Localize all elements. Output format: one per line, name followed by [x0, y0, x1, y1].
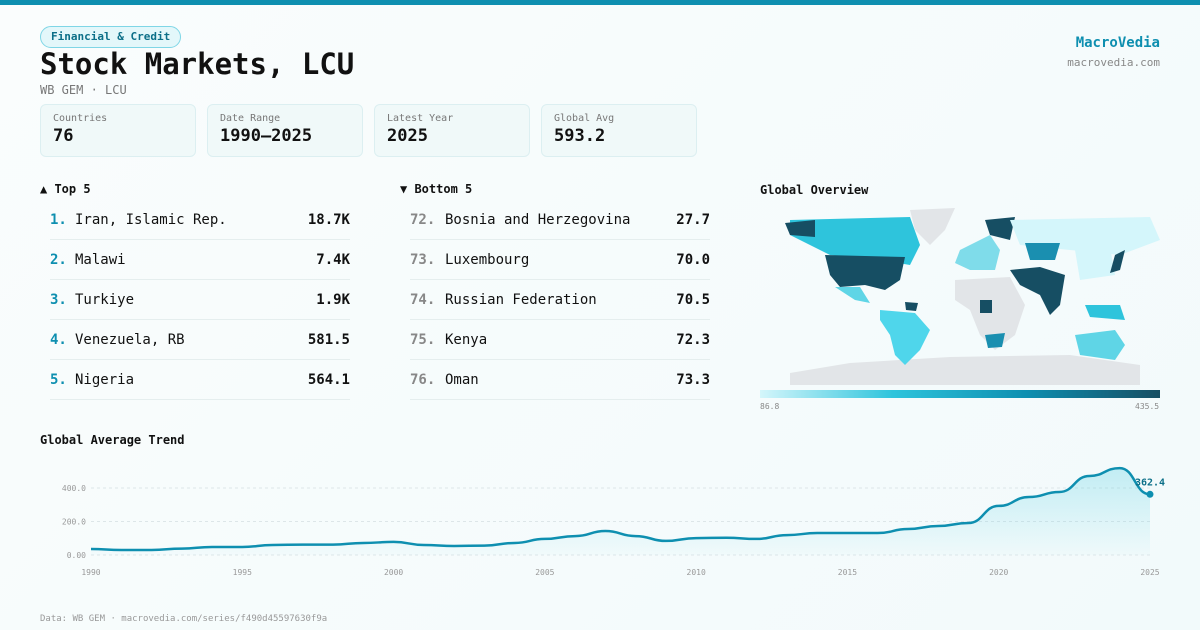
australia	[1075, 330, 1125, 360]
rank: 2.	[50, 251, 67, 268]
category-badge: Financial & Credit	[40, 26, 182, 48]
x-tick-label: 1995	[233, 568, 252, 577]
rank: 3.	[50, 291, 67, 308]
stat-label: Date Range	[220, 113, 281, 124]
footer-source: Data: WB GEM · macrovedia.com/series/f49…	[40, 614, 328, 624]
ranking-row[interactable]: 1. Iran, Islamic Rep. 18.7K	[50, 200, 350, 240]
south-africa	[985, 333, 1005, 348]
southeast-asia	[1085, 305, 1125, 320]
nigeria	[980, 300, 992, 313]
rank: 1.	[50, 211, 67, 228]
stat-latest-year: Latest Year 2025	[374, 104, 530, 157]
chart-title: Global Average Trend	[40, 433, 185, 447]
x-tick-label: 1990	[81, 568, 100, 577]
canada	[790, 217, 920, 265]
legend-max: 435.5	[1135, 402, 1160, 411]
rank: 75.	[410, 331, 436, 348]
country-value: 581.5	[307, 331, 350, 348]
stat-value: 2025	[387, 126, 428, 146]
stat-countries: Countries 76	[40, 104, 196, 157]
country-name: Kenya	[445, 331, 488, 348]
x-tick-label: 2025	[1140, 568, 1159, 577]
country-name: Iran, Islamic Rep.	[75, 211, 227, 228]
rank: 74.	[410, 291, 436, 308]
ranking-row[interactable]: 72. Bosnia and Herzegovina 27.7	[410, 200, 710, 240]
rank: 5.	[50, 371, 67, 388]
country-name: Malawi	[75, 251, 126, 268]
ranking-row[interactable]: 3. Turkiye 1.9K	[50, 280, 350, 320]
country-value: 18.7K	[307, 211, 350, 228]
ranking-row[interactable]: 75. Kenya 72.3	[410, 320, 710, 360]
map-title: Global Overview	[760, 183, 869, 197]
trend-line	[90, 466, 1151, 552]
greenland	[910, 208, 955, 245]
stat-date-range: Date Range 1990–2025	[207, 104, 363, 157]
europe	[955, 217, 1015, 270]
ranking-row[interactable]: 2. Malawi 7.4K	[50, 240, 350, 280]
y-tick-label: 200.0	[62, 518, 86, 527]
x-tick-label: 2010	[687, 568, 706, 577]
rank: 72.	[410, 211, 436, 228]
legend-min: 86.8	[760, 402, 780, 411]
country-value: 7.4K	[316, 251, 350, 268]
stat-value: 1990–2025	[220, 126, 313, 146]
bottom5-heading: ▼ Bottom 5	[400, 182, 473, 196]
x-tick-label: 2000	[384, 568, 403, 577]
country-name: Nigeria	[75, 371, 135, 388]
rank: 4.	[50, 331, 67, 348]
x-tick-label: 2020	[989, 568, 1008, 577]
x-tick-label: 2005	[535, 568, 554, 577]
africa	[955, 277, 1025, 350]
rank: 73.	[410, 251, 436, 268]
last-value-label: 362.4	[1135, 477, 1165, 488]
ranking-row[interactable]: 73. Luxembourg 70.0	[410, 240, 710, 280]
x-tick-label: 2015	[838, 568, 857, 577]
top5-heading: ▲ Top 5	[40, 182, 91, 196]
area-fill	[91, 468, 1150, 555]
country-name: Venezuela, RB	[75, 331, 185, 348]
map-color-legend	[760, 390, 1160, 398]
top-accent-bar	[0, 0, 1200, 5]
brand-url[interactable]: macrovedia.com	[1067, 56, 1160, 69]
stat-global-avg: Global Avg 593.2	[541, 104, 697, 157]
country-name: Bosnia and Herzegovina	[445, 211, 631, 228]
country-name: Turkiye	[75, 291, 135, 308]
world-map	[785, 208, 1160, 385]
country-value: 27.7	[676, 211, 710, 228]
ranking-row[interactable]: 76. Oman 73.3	[410, 360, 710, 400]
country-value: 72.3	[676, 331, 710, 348]
venezuela	[905, 302, 918, 311]
stat-label: Latest Year	[387, 113, 454, 124]
country-value: 70.0	[676, 251, 710, 268]
south-america	[880, 310, 930, 365]
subtitle: WB GEM · LCU	[40, 83, 127, 97]
kazakhstan	[1025, 243, 1060, 260]
stat-value: 593.2	[554, 126, 606, 146]
country-value: 73.3	[676, 371, 710, 388]
page-title: Stock Markets, LCU	[40, 47, 355, 81]
stat-value: 76	[53, 126, 74, 146]
antarctica	[790, 355, 1140, 385]
ranking-row[interactable]: 74. Russian Federation 70.5	[410, 280, 710, 320]
country-value: 1.9K	[316, 291, 350, 308]
ranking-row[interactable]: 4. Venezuela, RB 581.5	[50, 320, 350, 360]
mexico	[835, 287, 870, 303]
country-value: 70.5	[676, 291, 710, 308]
stat-label: Global Avg	[554, 113, 615, 124]
japan	[1110, 250, 1125, 273]
rank: 76.	[410, 371, 436, 388]
data-point	[1146, 490, 1154, 498]
country-name: Luxembourg	[445, 251, 530, 268]
country-value: 564.1	[307, 371, 350, 388]
ranking-row[interactable]: 5. Nigeria 564.1	[50, 360, 350, 400]
y-tick-label: 400.0	[62, 484, 86, 493]
trend-chart: 0.00 200.0 400.0 1990 1995 2000 2005 2010 2015 20…	[62, 466, 1165, 577]
country-name: Oman	[445, 371, 479, 388]
y-tick-label: 0.00	[67, 551, 86, 560]
usa	[785, 220, 905, 290]
country-name: Russian Federation	[445, 291, 597, 308]
stat-label: Countries	[53, 113, 108, 124]
brand-name[interactable]: MacroVedia	[1075, 35, 1160, 51]
middle-east-india	[1010, 267, 1065, 315]
